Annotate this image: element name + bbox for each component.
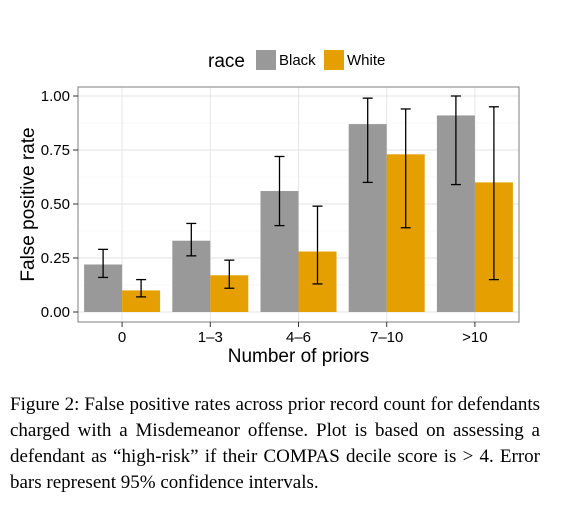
x-tick-label: 0 bbox=[118, 329, 126, 346]
y-tick-label: 0.25 bbox=[41, 250, 70, 267]
y-tick-label: 0.50 bbox=[41, 196, 70, 213]
bar-white bbox=[122, 290, 161, 312]
x-tick-label: 1–3 bbox=[198, 329, 223, 346]
legend-label-white: White bbox=[347, 52, 385, 69]
y-axis-title: False positive rate bbox=[18, 127, 39, 281]
x-axis-title: Number of priors bbox=[228, 346, 370, 367]
x-tick-label: >10 bbox=[462, 329, 487, 346]
legend-label-black: Black bbox=[279, 52, 316, 69]
bar-chart: 0.00 0.25 0.50 0.75 1.00 0 1–3 4–6 7–10 >10 Number… bbox=[18, 50, 520, 367]
legend-title: race bbox=[208, 51, 245, 72]
y-tick-label: 1.00 bbox=[41, 88, 70, 105]
y-tick-label: 0.00 bbox=[41, 304, 70, 321]
legend-key-white bbox=[324, 50, 344, 70]
legend-key-black bbox=[256, 50, 276, 70]
x-tick-label: 7–10 bbox=[370, 329, 403, 346]
x-tick-label: 4–6 bbox=[286, 329, 311, 346]
y-tick-label: 0.75 bbox=[41, 142, 70, 159]
figure-caption: Figure 2: False positive rates across pr… bbox=[10, 394, 540, 493]
